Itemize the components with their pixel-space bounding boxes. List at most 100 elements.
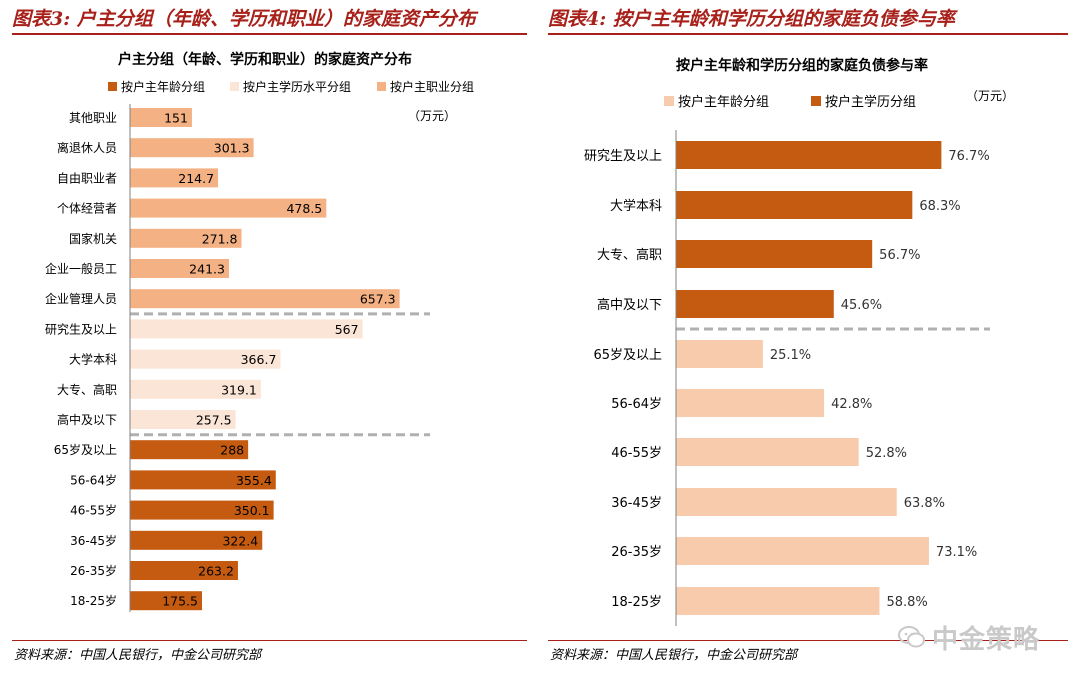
left-value-label: 241.3 xyxy=(189,262,225,277)
right-bar xyxy=(676,389,825,417)
right-unit-label: （万元） xyxy=(966,89,1014,103)
left-bar xyxy=(130,289,400,309)
left-legend-label-2: 按户主职业分组 xyxy=(390,79,474,94)
right-value-label: 25.1% xyxy=(770,348,811,363)
left-legend-label-1: 按户主学历水平分组 xyxy=(243,79,351,94)
left-bar xyxy=(130,198,327,218)
left-category-label: 36-45岁 xyxy=(70,533,117,548)
figure-left-top-rule xyxy=(12,33,527,35)
left-category-label: 65岁及以上 xyxy=(54,442,117,457)
left-legend-label-0: 按户主年龄分组 xyxy=(121,79,205,94)
left-value-label: 355.4 xyxy=(236,473,272,488)
left-bar xyxy=(130,500,274,520)
left-category-label: 企业管理人员 xyxy=(45,291,117,306)
right-value-label: 73.1% xyxy=(936,545,977,560)
left-value-label: 350.1 xyxy=(234,503,270,518)
left-legend-swatch-2 xyxy=(377,82,386,91)
left-bar xyxy=(130,470,276,490)
left-bar xyxy=(130,591,202,611)
right-bar xyxy=(676,240,873,268)
left-bar xyxy=(130,319,363,339)
left-value-label: 567 xyxy=(335,322,359,337)
figure-left-bottom-rule xyxy=(12,640,527,641)
left-category-label: 个体经营者 xyxy=(57,202,117,216)
right-bar xyxy=(676,191,913,219)
right-legend-label-0: 按户主年龄分组 xyxy=(678,94,769,110)
watermark: 中金策略 xyxy=(898,620,1056,655)
right-bar xyxy=(676,488,897,516)
left-category-label: 56-64岁 xyxy=(70,472,117,487)
left-category-label: 高中及以下 xyxy=(57,412,117,427)
right-category-label: 26-35岁 xyxy=(611,545,662,560)
left-category-label: 18-25岁 xyxy=(70,593,117,608)
left-value-label: 214.7 xyxy=(178,171,214,186)
right-value-label: 52.8% xyxy=(866,446,907,461)
left-value-label: 366.7 xyxy=(241,352,277,367)
left-value-label: 175.5 xyxy=(162,594,198,609)
figure-left-source: 资料来源：中国人民银行，中金公司研究部 xyxy=(14,648,262,663)
left-bar xyxy=(130,561,238,580)
left-category-label: 26-35岁 xyxy=(70,563,117,578)
right-legend-swatch-0 xyxy=(664,96,674,106)
left-bar xyxy=(130,259,229,278)
left-category-label: 大专、高职 xyxy=(57,382,117,397)
right-category-label: 大专、高职 xyxy=(597,247,662,263)
right-bar xyxy=(676,290,834,318)
right-value-label: 42.8% xyxy=(831,397,872,412)
left-category-label: 大学本科 xyxy=(69,352,117,367)
left-category-label: 自由职业者 xyxy=(57,171,117,185)
right-bar xyxy=(676,438,859,466)
left-value-label: 478.5 xyxy=(286,201,322,216)
figure-left-caption: 图表3: 户主分组（年龄、学历和职业）的家庭资产分布 xyxy=(12,8,476,30)
left-bar xyxy=(130,349,281,369)
right-value-label: 63.8% xyxy=(904,496,945,511)
watermark-text: 中金策略 xyxy=(932,624,1041,655)
left-value-label: 271.8 xyxy=(202,231,238,246)
figure-right-top-rule xyxy=(548,33,1068,35)
wechat-icon xyxy=(898,626,925,648)
left-bar xyxy=(130,228,242,248)
right-bar xyxy=(676,340,763,368)
right-value-label: 45.6% xyxy=(841,298,882,313)
right-category-label: 研究生及以上 xyxy=(584,149,662,164)
left-legend-swatch-0 xyxy=(108,82,117,91)
left-category-label: 研究生及以上 xyxy=(45,321,117,336)
right-legend-label-1: 按户主学历分组 xyxy=(825,94,916,110)
left-bar xyxy=(130,138,254,158)
left-value-label: 288 xyxy=(220,443,244,458)
right-value-label: 56.7% xyxy=(879,248,920,263)
left-bar xyxy=(130,108,192,127)
right-value-label: 68.3% xyxy=(919,199,960,214)
right-category-label: 46-55岁 xyxy=(611,446,662,461)
left-category-label: 离退休人员 xyxy=(57,140,117,155)
right-category-label: 56-64岁 xyxy=(611,397,662,412)
left-value-label: 257.5 xyxy=(196,413,232,428)
right-chart-title: 按户主年龄和学历分组的家庭负债参与率 xyxy=(676,57,928,74)
right-value-label: 76.7% xyxy=(948,149,989,164)
left-value-label: 151 xyxy=(164,111,188,126)
right-legend-swatch-1 xyxy=(811,96,821,106)
left-bar xyxy=(130,379,261,399)
left-legend-swatch-1 xyxy=(230,82,239,91)
figure-right-caption: 图表4: 按户主年龄和学历分组的家庭负债参与率 xyxy=(548,8,955,30)
figure-right-bottom-rule xyxy=(548,640,1068,641)
left-bar xyxy=(130,410,236,429)
right-bar xyxy=(676,537,929,565)
left-unit-label: （万元） xyxy=(408,109,456,123)
right-category-label: 高中及以下 xyxy=(597,297,662,313)
left-category-label: 企业一般员工 xyxy=(45,261,117,276)
left-value-label: 319.1 xyxy=(221,382,257,397)
right-bar xyxy=(676,141,942,169)
right-category-label: 65岁及以上 xyxy=(593,348,662,363)
right-category-label: 36-45岁 xyxy=(611,496,662,511)
left-value-label: 322.4 xyxy=(222,533,258,548)
right-value-label: 58.8% xyxy=(886,595,927,610)
left-bar xyxy=(130,530,263,550)
left-bar xyxy=(130,440,249,460)
left-value-label: 301.3 xyxy=(214,141,250,156)
right-category-label: 18-25岁 xyxy=(611,595,662,610)
left-chart-title: 户主分组（年龄、学历和职业）的家庭资产分布 xyxy=(118,51,412,68)
left-category-label: 其他职业 xyxy=(69,111,117,125)
